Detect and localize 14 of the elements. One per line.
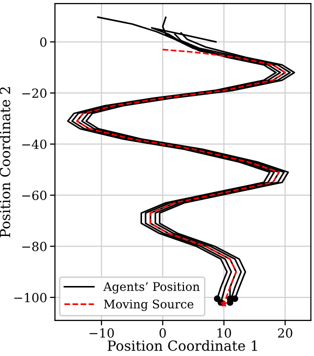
legend-label: Moving Source [104, 300, 194, 311]
legend-label: Agents’ Position [103, 282, 200, 294]
y-tick-label: −60 [22, 190, 46, 200]
y-tick-label: −20 [22, 88, 46, 98]
x-tick-label: 10 [217, 328, 232, 338]
x-axis-title: Position Coordinate 1 [108, 340, 257, 351]
y-tick-label: 0 [40, 37, 46, 47]
y-tick-label: −100 [14, 292, 46, 302]
y-tick-label: −80 [22, 242, 46, 252]
x-tick-label: 20 [278, 328, 292, 338]
y-tick-label: −40 [22, 140, 46, 150]
x-tick-label: −10 [90, 328, 114, 338]
y-axis-title: Position Coordinate 2 [0, 87, 10, 238]
x-tick-label: 0 [160, 328, 166, 338]
